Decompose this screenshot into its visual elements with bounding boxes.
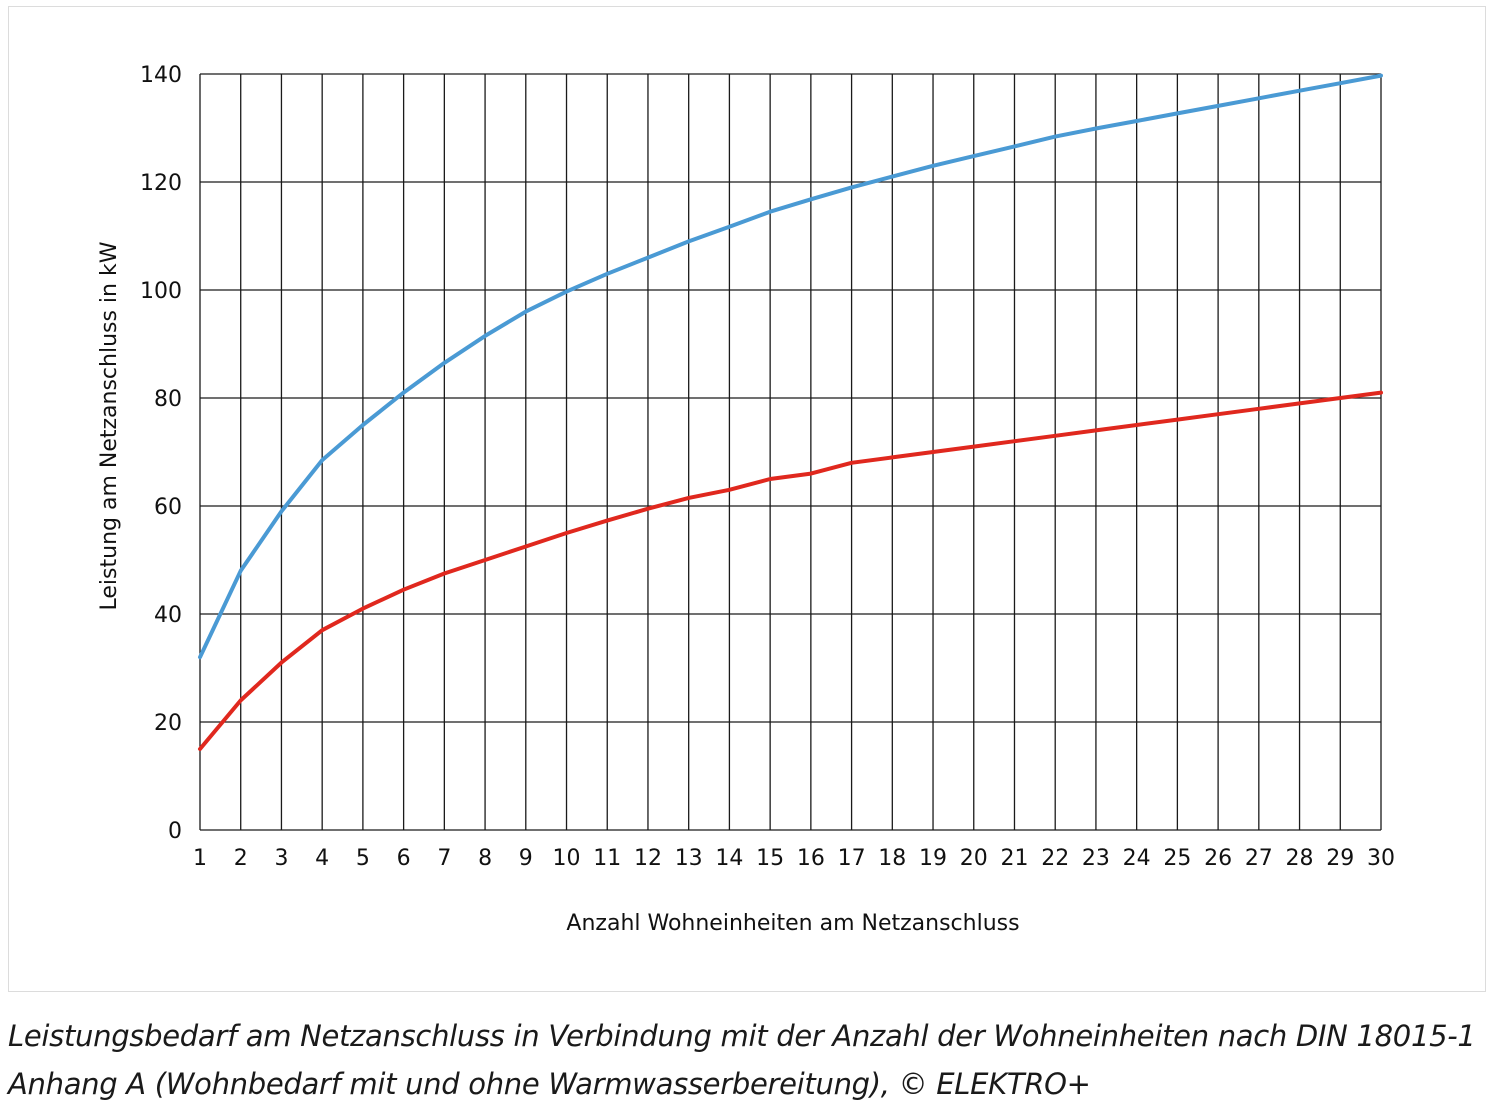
series-line-2 — [198, 390, 1383, 751]
x-tick-label: 23 — [1082, 846, 1110, 871]
x-tick-label: 10 — [553, 846, 581, 871]
x-tick-label: 11 — [593, 846, 621, 871]
figure-frame — [8, 6, 1486, 992]
y-tick-label: 60 — [154, 495, 182, 520]
chart-grid — [199, 73, 1382, 831]
x-tick-label: 26 — [1204, 846, 1232, 871]
figure-caption: Leistungsbedarf am Netzanschluss in Verb… — [8, 1012, 1500, 1108]
y-tick-label: 100 — [140, 279, 182, 304]
y-axis-ticks: 0 20 40 60 80 100 120 140 — [140, 63, 182, 844]
x-tick-label: 15 — [756, 846, 784, 871]
x-tick-label: 8 — [478, 846, 492, 871]
x-tick-label: 18 — [878, 846, 906, 871]
x-tick-label: 2 — [234, 846, 248, 871]
x-tick-label: 6 — [397, 846, 411, 871]
x-axis-label: Anzahl Wohneinheiten am Netzanschluss — [566, 911, 1019, 936]
x-tick-label: 1 — [193, 846, 207, 871]
x-tick-label: 5 — [356, 846, 370, 871]
chart-series — [198, 73, 1383, 751]
x-tick-label: 14 — [715, 846, 743, 871]
x-tick-label: 4 — [315, 846, 329, 871]
x-tick-label: 7 — [437, 846, 451, 871]
x-tick-label: 27 — [1245, 846, 1273, 871]
x-axis-ticks: 1 2 3 4 5 6 7 8 9 10 11 12 13 14 15 16 17 18 19 20 21 22 23 24 2… — [193, 846, 1395, 871]
x-tick-label: 24 — [1123, 846, 1151, 871]
x-tick-label: 20 — [960, 846, 988, 871]
x-tick-label: 21 — [1000, 846, 1028, 871]
y-tick-label: 40 — [154, 603, 182, 628]
caption-line-2: Anhang A (Wohnbedarf mit und ohne Warmwa… — [8, 1067, 1091, 1101]
series-line-1 — [198, 73, 1383, 660]
y-tick-label: 0 — [168, 819, 182, 844]
x-tick-label: 25 — [1163, 846, 1191, 871]
y-tick-label: 120 — [140, 171, 182, 196]
caption-line-1: Leistungsbedarf am Netzanschluss in Verb… — [8, 1019, 1476, 1053]
x-tick-label: 17 — [838, 846, 866, 871]
x-tick-label: 9 — [519, 846, 533, 871]
x-tick-label: 28 — [1286, 846, 1314, 871]
x-tick-label: 16 — [797, 846, 825, 871]
y-axis-label: Leistung am Netzanschluss in kW — [97, 241, 122, 610]
y-tick-label: 140 — [140, 63, 182, 88]
y-tick-label: 80 — [154, 387, 182, 412]
x-tick-label: 13 — [675, 846, 703, 871]
x-tick-label: 19 — [919, 846, 947, 871]
x-tick-label: 3 — [274, 846, 288, 871]
x-tick-label: 12 — [634, 846, 662, 871]
x-tick-label: 29 — [1326, 846, 1354, 871]
x-tick-label: 30 — [1367, 846, 1395, 871]
y-tick-label: 20 — [154, 711, 182, 736]
x-tick-label: 22 — [1041, 846, 1069, 871]
